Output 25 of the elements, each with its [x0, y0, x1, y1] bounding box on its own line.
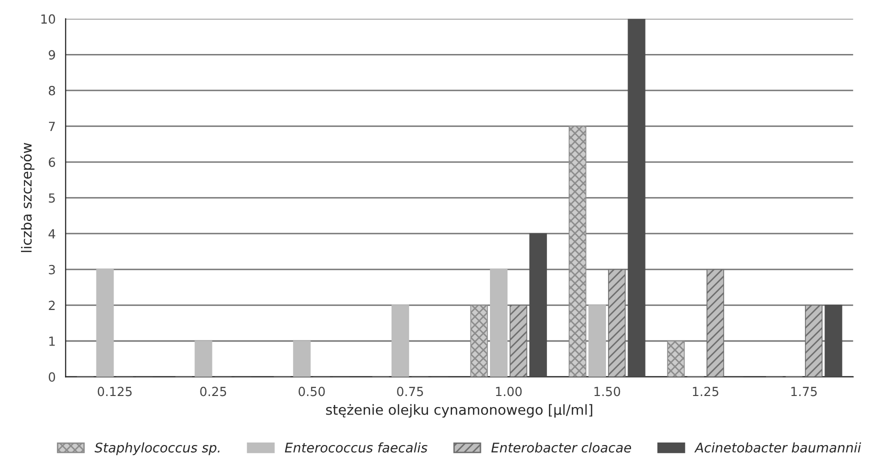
- x-tick-label: 0.25: [200, 386, 226, 396]
- y-tick-label: 5: [48, 193, 55, 203]
- legend-label: Staphylococcus sp.: [94, 442, 220, 456]
- y-tick-label: 4: [48, 229, 56, 238]
- x-tick-label: 0.50: [298, 386, 325, 396]
- y-tick-label: 7: [48, 122, 55, 131]
- x-tick-label: 1.75: [791, 386, 817, 396]
- y-tick-label: 3: [48, 264, 55, 274]
- y-tick-label: 10: [41, 14, 56, 24]
- y-tick-label: 0: [48, 372, 56, 382]
- y-tick-label: 1: [49, 336, 55, 346]
- legend-label: Enterobacter cloacae: [491, 442, 632, 453]
- y-tick-label: 9: [48, 50, 56, 60]
- x-tick-label: 0.75: [397, 386, 423, 396]
- x-tick-label: 1.25: [692, 386, 718, 396]
- y-tick-label: 8: [48, 86, 56, 96]
- y-tick-label: 6: [48, 157, 56, 167]
- legend-label: Acinetobacter baumannii: [694, 442, 862, 453]
- legend-label: Enterococcus faecalis: [284, 442, 428, 453]
- x-tick-label: 0.125: [98, 386, 132, 396]
- y-axis-title: liczba szczepów: [20, 142, 34, 252]
- x-tick-label: 1.50: [594, 386, 620, 396]
- x-axis-title: stężenie olejku cynamonowego [µl/ml]: [326, 404, 592, 418]
- x-tick-label: 1.00: [496, 386, 522, 396]
- y-tick-label: 2: [48, 300, 55, 310]
